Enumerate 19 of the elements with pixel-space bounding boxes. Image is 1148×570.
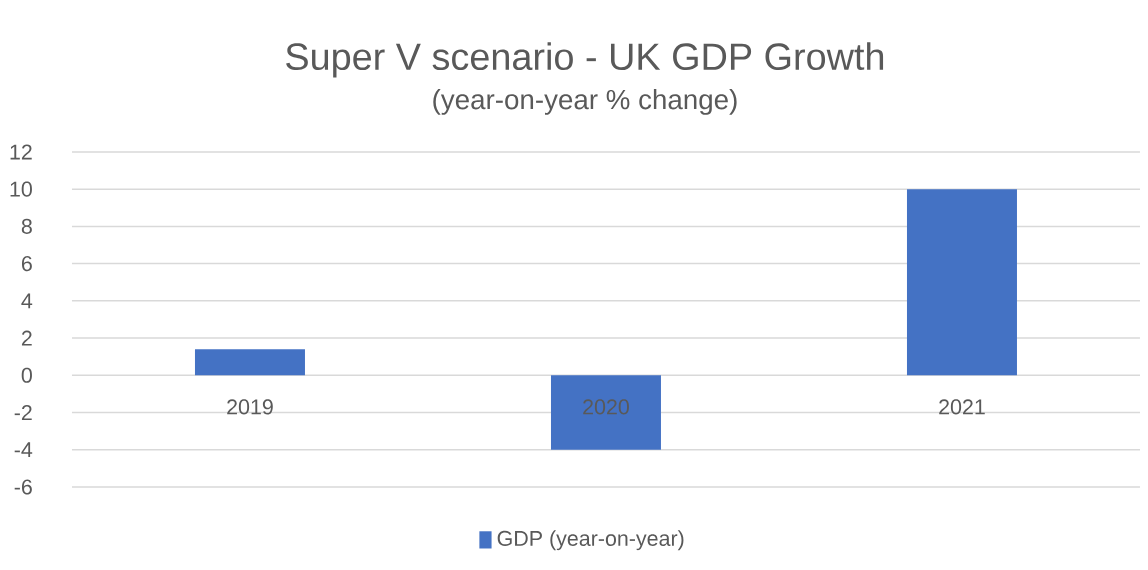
y-tick-label: -6 (14, 479, 32, 495)
y-tick-label: 0 (21, 367, 32, 383)
y-tick-label: 4 (21, 293, 33, 309)
y-tick-label: 10 (10, 181, 32, 197)
y-tick-label: 8 (21, 218, 32, 234)
y-tick-label: 2 (21, 330, 32, 346)
x-tick-label: 2020 (583, 399, 629, 415)
bar (550, 375, 661, 450)
x-tick-label: 2021 (939, 399, 985, 415)
chart-title: Super V scenario - UK GDP Growth (286, 42, 884, 78)
legend-label: GDP (year-on-year) (497, 530, 684, 551)
y-tick-label: -4 (14, 442, 33, 458)
x-tick-label: 2019 (227, 399, 273, 415)
y-tick-label: -2 (14, 405, 32, 421)
y-tick-label: 6 (21, 256, 32, 272)
bar (194, 349, 305, 376)
chart-subtitle: (year-on-year % change) (433, 89, 737, 115)
y-tick-label: 12 (10, 144, 32, 160)
bar (906, 189, 1017, 376)
